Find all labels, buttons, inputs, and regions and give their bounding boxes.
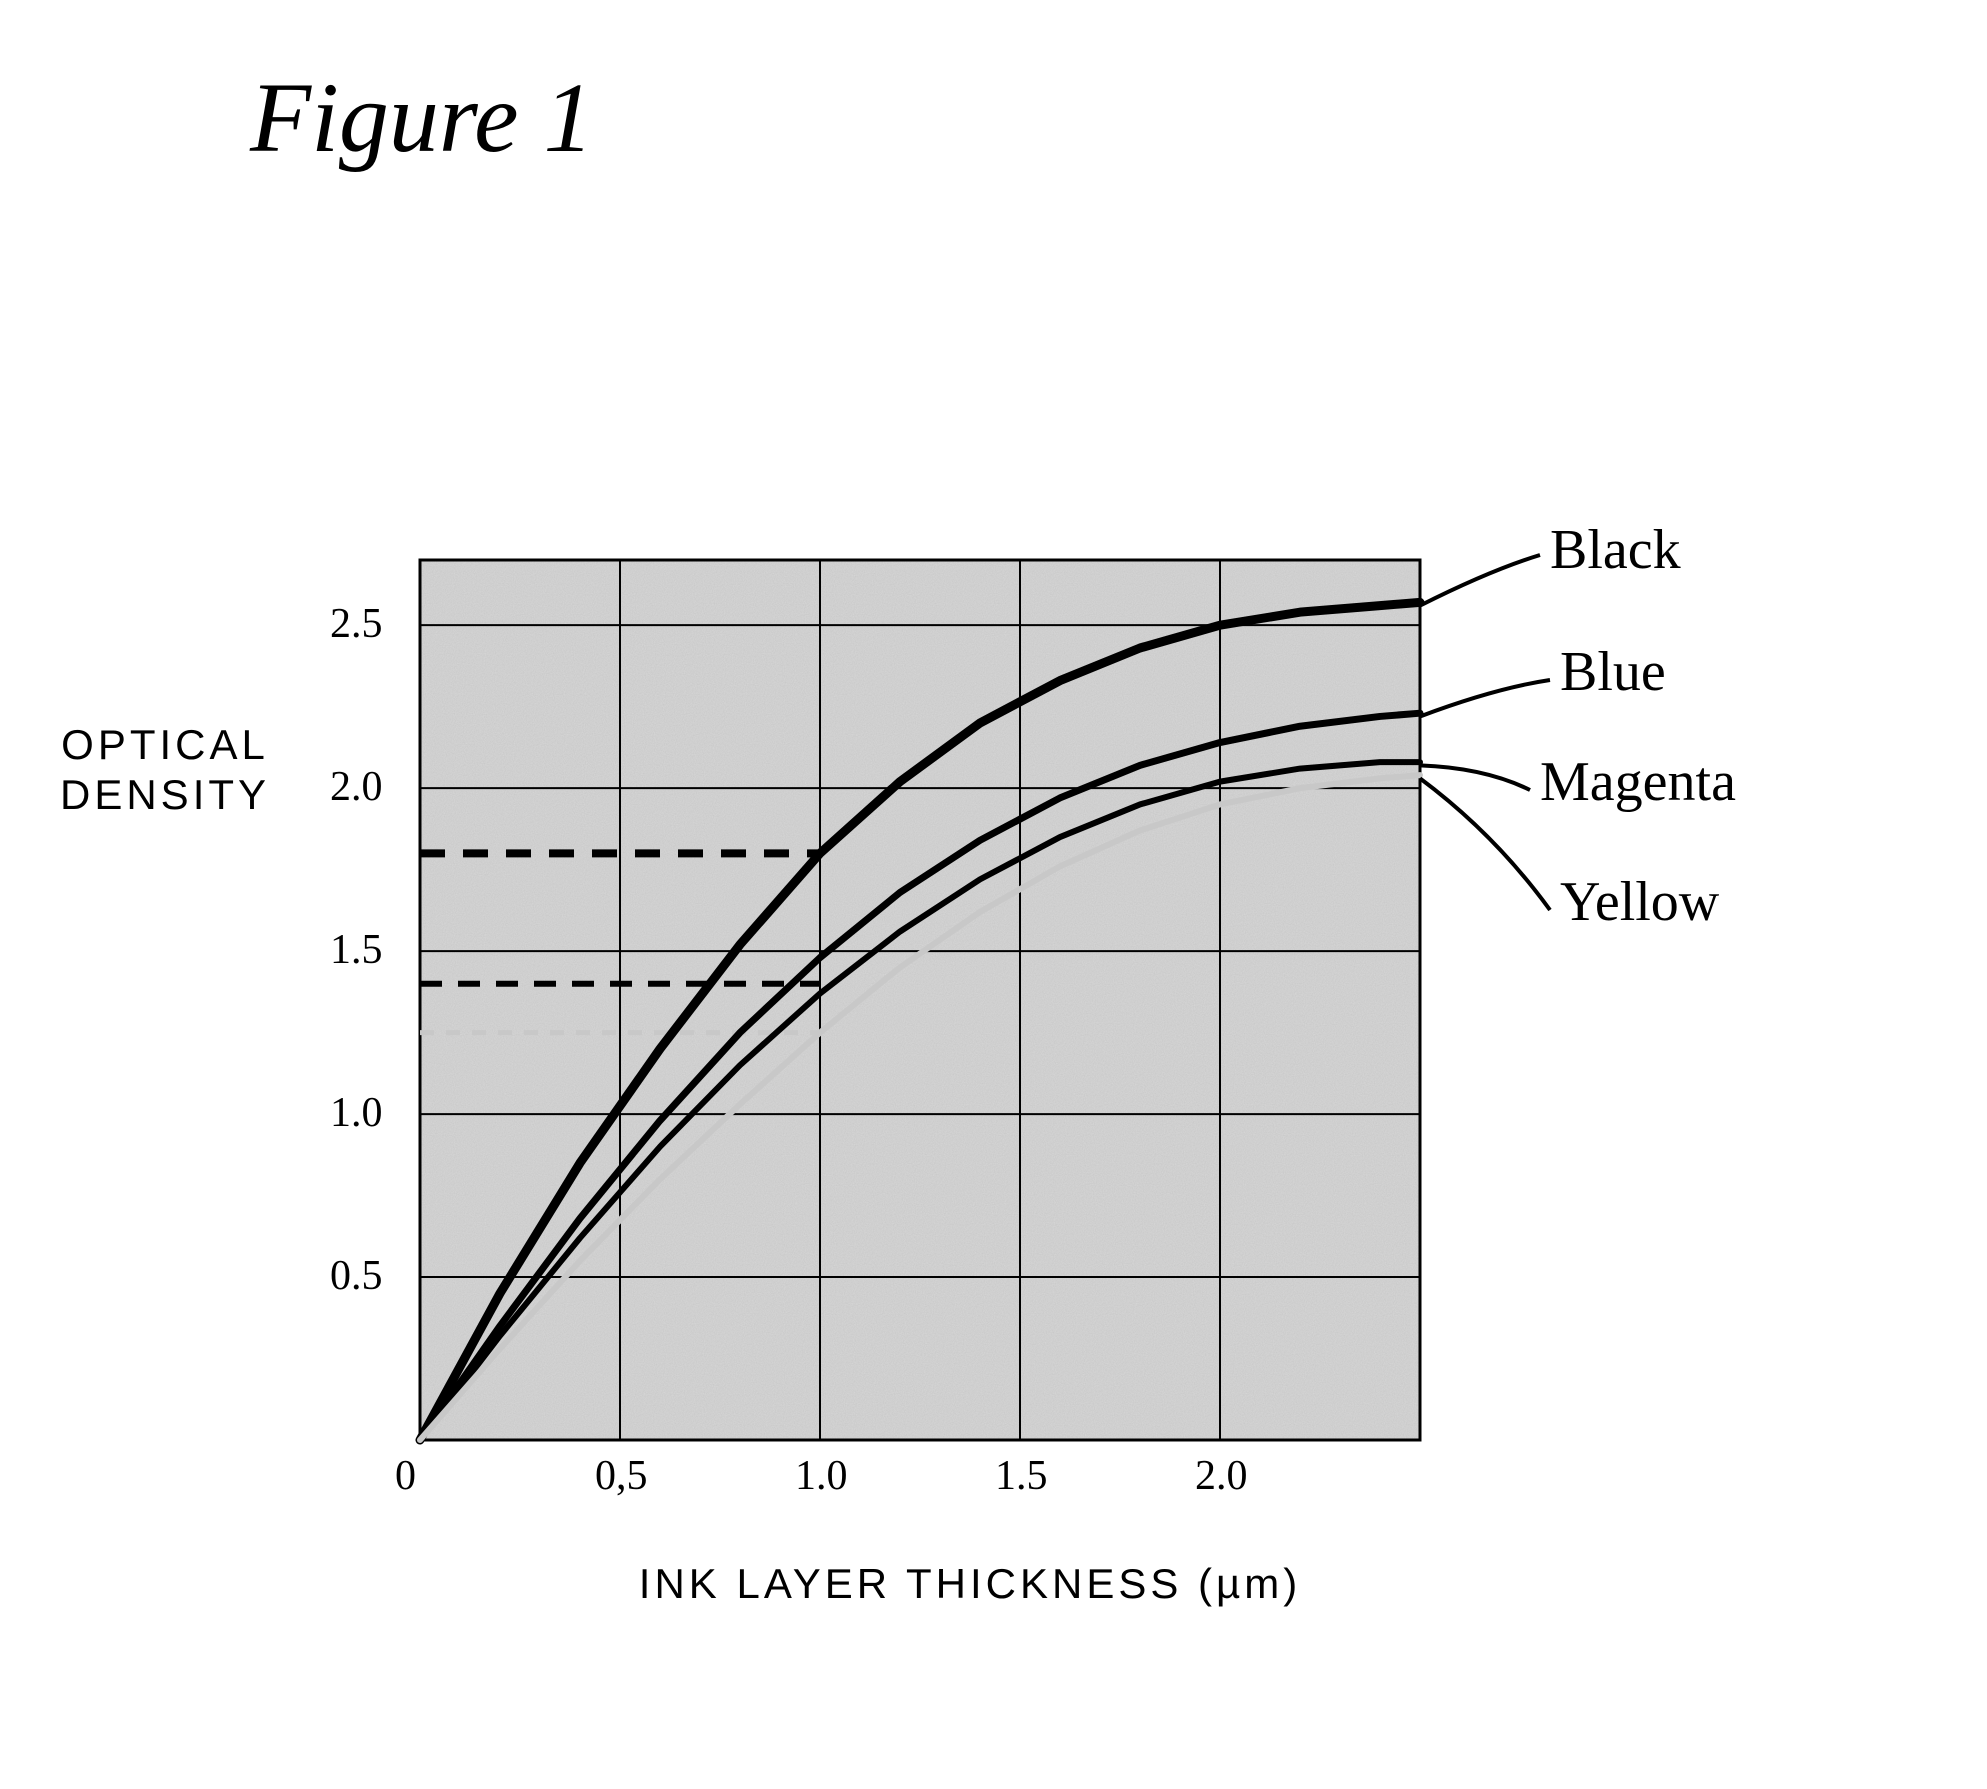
series-label-yellow: Yellow — [1560, 870, 1719, 934]
x-tick-label: 1.0 — [795, 1452, 848, 1500]
x-tick-label: 2.0 — [1195, 1452, 1248, 1500]
y-tick-label: 1.0 — [330, 1089, 383, 1137]
series-label-blue: Blue — [1560, 640, 1666, 704]
y-tick-label: 0.5 — [330, 1252, 383, 1300]
y-tick-label: 2.5 — [330, 600, 383, 648]
y-tick-label: 1.5 — [330, 926, 383, 974]
series-label-black: Black — [1550, 518, 1681, 582]
x-tick-label: 1.5 — [995, 1452, 1048, 1500]
x-tick-label: 0,5 — [595, 1452, 648, 1500]
y-tick-label: 2.0 — [330, 763, 383, 811]
series-label-magenta: Magenta — [1540, 750, 1736, 814]
x-tick-label: 0 — [395, 1452, 416, 1500]
